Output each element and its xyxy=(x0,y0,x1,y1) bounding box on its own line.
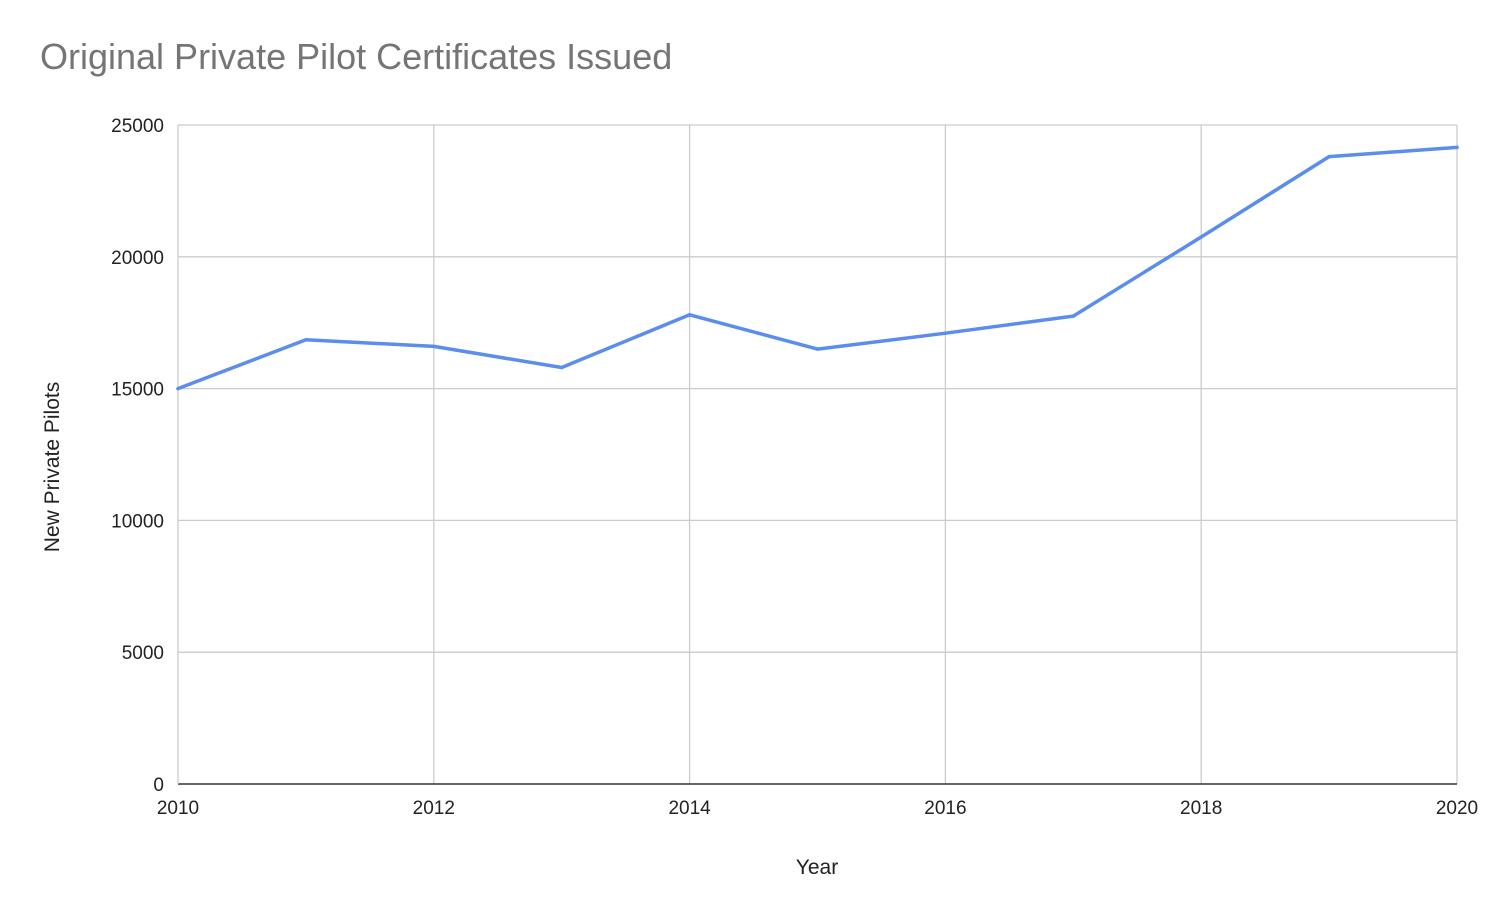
x-tick-label: 2014 xyxy=(668,798,711,819)
x-tick-labels: 2010 2012 2014 2016 2018 2020 xyxy=(157,798,1478,819)
x-tick-label: 2010 xyxy=(157,798,199,819)
data-point xyxy=(1455,145,1459,150)
y-tick-label: 15000 xyxy=(111,380,164,401)
horizontal-gridlines xyxy=(178,124,1457,653)
data-point xyxy=(815,347,820,351)
data-point xyxy=(1199,235,1203,239)
data-point xyxy=(1071,314,1076,318)
data-point xyxy=(559,365,564,370)
x-tick-label: 2020 xyxy=(1436,798,1478,819)
y-tick-label: 5000 xyxy=(122,643,164,664)
data-point xyxy=(943,331,948,335)
y-tick-label: 20000 xyxy=(111,248,164,269)
x-axis-title: Year xyxy=(796,856,838,879)
axes xyxy=(177,125,1457,785)
x-tick-label: 2018 xyxy=(1180,798,1222,819)
series-layer xyxy=(176,145,1459,391)
y-tick-label: 10000 xyxy=(111,511,164,532)
data-point xyxy=(687,313,692,317)
y-axis-title: New Private Pilots xyxy=(41,382,64,552)
data-point xyxy=(176,386,180,391)
chart-title: Original Private Pilot Certificates Issu… xyxy=(40,36,673,77)
x-tick-label: 2012 xyxy=(413,798,455,819)
y-tick-label: 0 xyxy=(153,775,164,796)
data-point xyxy=(1327,154,1331,159)
x-tick-label: 2016 xyxy=(924,798,966,819)
data-point xyxy=(432,344,436,349)
vertical-gridlines xyxy=(433,125,1458,784)
y-tick-label: 25000 xyxy=(111,116,164,137)
y-tick-labels: 0 5000 10000 15000 20000 25000 xyxy=(111,116,164,796)
data-point xyxy=(304,338,308,342)
series-line xyxy=(176,145,1459,391)
